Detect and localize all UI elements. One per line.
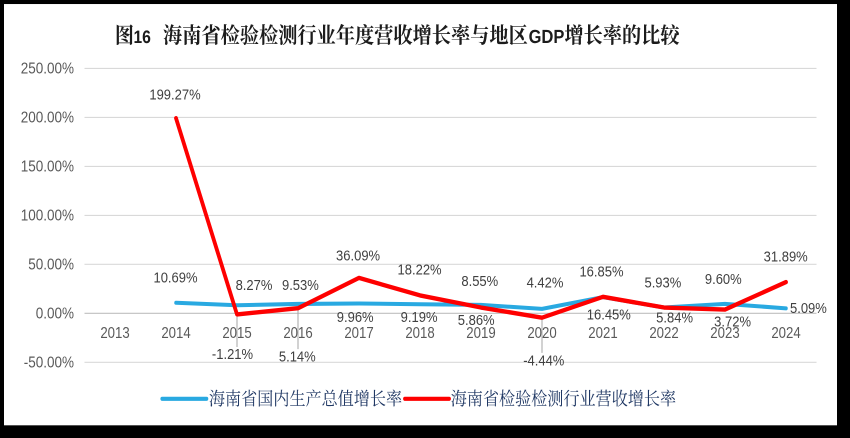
svg-text:5.93%: 5.93% — [644, 274, 681, 291]
svg-text:2024: 2024 — [771, 325, 800, 342]
svg-text:2019: 2019 — [466, 325, 495, 342]
svg-text:2020: 2020 — [527, 325, 556, 342]
svg-text:-50.00%: -50.00% — [24, 355, 74, 372]
svg-text:2023: 2023 — [710, 325, 739, 342]
svg-text:100.00%: 100.00% — [21, 208, 74, 225]
svg-text:2017: 2017 — [344, 325, 373, 342]
svg-text:36.09%: 36.09% — [336, 246, 380, 263]
svg-text:2014: 2014 — [161, 325, 190, 342]
svg-text:9.19%: 9.19% — [401, 308, 438, 325]
svg-text:10.69%: 10.69% — [153, 268, 197, 285]
svg-text:4.42%: 4.42% — [527, 273, 564, 290]
svg-text:199.27%: 199.27% — [149, 86, 200, 103]
svg-text:9.53%: 9.53% — [282, 276, 319, 293]
svg-text:50.00%: 50.00% — [28, 257, 74, 274]
svg-text:18.22%: 18.22% — [398, 261, 442, 278]
svg-text:5.09%: 5.09% — [790, 299, 827, 316]
svg-text:8.55%: 8.55% — [461, 272, 498, 289]
svg-text:9.60%: 9.60% — [705, 270, 742, 287]
svg-text:2018: 2018 — [405, 325, 434, 342]
svg-text:2013: 2013 — [100, 325, 129, 342]
svg-text:2021: 2021 — [588, 325, 617, 342]
svg-text:3.72%: 3.72% — [714, 313, 751, 330]
svg-text:2016: 2016 — [283, 325, 312, 342]
svg-text:16.85%: 16.85% — [579, 263, 623, 280]
svg-text:5.86%: 5.86% — [458, 311, 495, 328]
svg-text:-4.44%: -4.44% — [523, 351, 564, 368]
svg-text:5.84%: 5.84% — [656, 309, 693, 326]
svg-text:31.89%: 31.89% — [764, 248, 808, 265]
svg-text:-1.21%: -1.21% — [212, 345, 253, 362]
svg-text:150.00%: 150.00% — [21, 159, 74, 176]
svg-text:2015: 2015 — [222, 325, 251, 342]
svg-text:9.96%: 9.96% — [337, 308, 374, 325]
svg-text:16.45%: 16.45% — [587, 306, 631, 323]
svg-text:8.27%: 8.27% — [236, 276, 273, 293]
svg-text:5.14%: 5.14% — [279, 348, 316, 365]
svg-text:2022: 2022 — [649, 325, 678, 342]
svg-text:0.00%: 0.00% — [36, 306, 74, 323]
svg-text:250.00%: 250.00% — [21, 61, 74, 78]
svg-text:200.00%: 200.00% — [21, 110, 74, 127]
